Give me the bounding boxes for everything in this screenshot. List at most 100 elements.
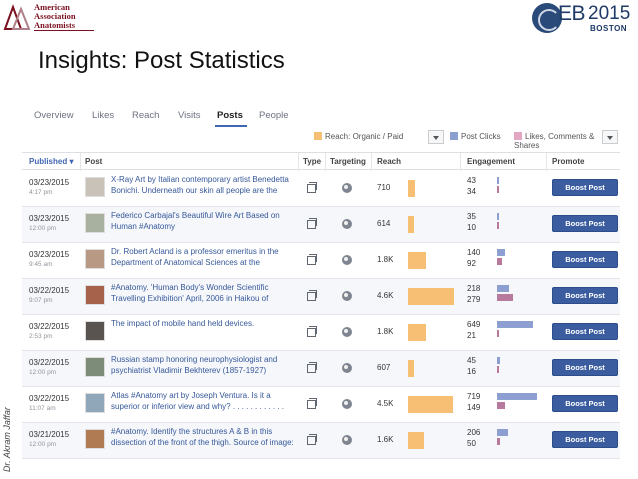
- post-time: 12:00 pm: [29, 225, 57, 232]
- photo-type-icon: [307, 362, 317, 373]
- post-link[interactable]: Russian stamp honoring neurophysiologist…: [111, 355, 278, 375]
- reach-bar: [408, 288, 454, 305]
- boost-post-button[interactable]: Boost Post: [552, 287, 618, 304]
- table-row[interactable]: 03/23/2015 9:45 am Dr. Robert Acland is …: [22, 243, 620, 279]
- column-published-label: Published: [29, 157, 68, 166]
- column-published[interactable]: Published ▾: [29, 157, 73, 166]
- eb-logo-name: EB: [558, 2, 586, 25]
- post-clicks-value: 649: [467, 320, 481, 329]
- reach-value: 1.6K: [377, 435, 394, 444]
- tab-overview[interactable]: Overview: [34, 110, 74, 121]
- post-link[interactable]: X-Ray Art by Italian contemporary artist…: [111, 175, 289, 195]
- boost-post-button[interactable]: Boost Post: [552, 323, 618, 340]
- post-link[interactable]: Atlas #Anatomy art by Joseph Ventura. Is…: [111, 391, 284, 411]
- metrics-legend: Reach: Organic / Paid Post Clicks Likes,…: [310, 130, 620, 150]
- post-clicks-value: 206: [467, 428, 481, 437]
- post-date: 03/23/2015: [29, 250, 70, 259]
- boost-post-button[interactable]: Boost Post: [552, 431, 618, 448]
- column-engagement: Engagement: [467, 157, 516, 166]
- public-globe-icon: [342, 291, 352, 301]
- likes-comments-shares-bar: [497, 402, 505, 409]
- boost-post-button[interactable]: Boost Post: [552, 179, 618, 196]
- post-link[interactable]: #Anatomy. Identify the structures A & B …: [111, 427, 294, 447]
- tab-visits[interactable]: Visits: [178, 110, 201, 121]
- post-clicks-bar: [497, 321, 533, 328]
- legend-clicks-label: Post Clicks: [461, 132, 501, 141]
- column-promote: Promote: [552, 157, 585, 166]
- likes-comments-shares-value: 10: [467, 223, 476, 232]
- boost-post-button[interactable]: Boost Post: [552, 251, 618, 268]
- post-thumbnail[interactable]: [85, 321, 105, 341]
- author-credit: Dr. Akram Jaffar: [2, 407, 12, 472]
- post-link[interactable]: #Anatomy. 'Human Body's Wonder Scientifi…: [111, 283, 269, 303]
- photo-type-icon: [307, 290, 317, 301]
- post-link[interactable]: Federico Carbajal's Beautiful Wire Art B…: [111, 211, 280, 231]
- likes-comments-shares-bar: [497, 438, 500, 445]
- reach-bar: [408, 432, 424, 449]
- likes-comments-shares-bar: [497, 330, 499, 337]
- legend-reach-label: Reach: Organic / Paid: [325, 132, 404, 141]
- post-thumbnail[interactable]: [85, 177, 105, 197]
- reach-value: 1.8K: [377, 327, 394, 336]
- tab-reach[interactable]: Reach: [132, 110, 160, 121]
- column-divider: [371, 153, 372, 171]
- reach-value: 4.5K: [377, 399, 394, 408]
- engagement-metric-dropdown[interactable]: [602, 130, 618, 144]
- post-clicks-bar: [497, 213, 499, 220]
- post-date: 03/22/2015: [29, 358, 70, 367]
- aaa-logo-icon: [3, 4, 31, 30]
- post-time: 12:00 pm: [29, 441, 57, 448]
- likes-comments-shares-bar: [497, 294, 513, 301]
- post-thumbnail[interactable]: [85, 249, 105, 269]
- post-time: 2:53 pm: [29, 333, 53, 340]
- tab-people[interactable]: People: [259, 110, 289, 121]
- eb-2015-logo: EB 2015 BOSTON: [532, 2, 632, 34]
- column-divider: [325, 153, 326, 171]
- insights-tabs: Overview Likes Reach Visits Posts People: [22, 104, 312, 128]
- post-link[interactable]: Dr. Robert Acland is a professor emeritu…: [111, 247, 279, 267]
- boost-post-button[interactable]: Boost Post: [552, 395, 618, 412]
- public-globe-icon: [342, 219, 352, 229]
- post-thumbnail[interactable]: [85, 429, 105, 449]
- reach-value: 1.8K: [377, 255, 394, 264]
- post-thumbnail[interactable]: [85, 213, 105, 233]
- legend-reach-swatch: [314, 132, 322, 140]
- post-thumbnail[interactable]: [85, 285, 105, 305]
- table-header: Published ▾ Post Type Targeting Reach En…: [22, 152, 620, 171]
- reach-value: 607: [377, 363, 391, 372]
- reach-metric-dropdown[interactable]: [428, 130, 444, 144]
- tab-posts[interactable]: Posts: [217, 110, 243, 121]
- table-row[interactable]: 03/23/2015 12:00 pm Federico Carbajal's …: [22, 207, 620, 243]
- public-globe-icon: [342, 363, 352, 373]
- post-time: 12:00 pm: [29, 369, 57, 376]
- column-divider: [298, 153, 299, 171]
- eb-logo-city: BOSTON: [590, 24, 628, 33]
- table-row[interactable]: 03/22/2015 9:07 pm #Anatomy. 'Human Body…: [22, 279, 620, 315]
- post-clicks-value: 43: [467, 176, 476, 185]
- post-link[interactable]: The impact of mobile hand held devices.: [111, 319, 255, 328]
- boost-post-button[interactable]: Boost Post: [552, 215, 618, 232]
- post-clicks-bar: [497, 285, 509, 292]
- legend-reach: Reach: Organic / Paid: [314, 132, 403, 141]
- photo-type-icon: [307, 218, 317, 229]
- post-clicks-bar: [497, 177, 499, 184]
- table-row[interactable]: 03/22/2015 11:07 am Atlas #Anatomy art b…: [22, 387, 620, 423]
- table-row[interactable]: 03/22/2015 2:53 pm The impact of mobile …: [22, 315, 620, 351]
- table-row[interactable]: 03/22/2015 12:00 pm Russian stamp honori…: [22, 351, 620, 387]
- reach-bar: [408, 180, 415, 197]
- column-post: Post: [85, 157, 103, 166]
- likes-comments-shares-bar: [497, 222, 499, 229]
- table-row[interactable]: 03/21/2015 12:00 pm #Anatomy. Identify t…: [22, 423, 620, 459]
- post-thumbnail[interactable]: [85, 393, 105, 413]
- reach-bar: [408, 360, 414, 377]
- column-targeting: Targeting: [330, 157, 366, 166]
- boost-post-button[interactable]: Boost Post: [552, 359, 618, 376]
- post-thumbnail[interactable]: [85, 357, 105, 377]
- post-time: 11:07 am: [29, 405, 56, 412]
- table-row[interactable]: 03/23/2015 4:17 pm X-Ray Art by Italian …: [22, 171, 620, 207]
- reach-value: 614: [377, 219, 391, 228]
- reach-value: 710: [377, 183, 391, 192]
- likes-comments-shares-value: 50: [467, 439, 476, 448]
- tab-likes[interactable]: Likes: [92, 110, 115, 121]
- likes-comments-shares-value: 16: [467, 367, 476, 376]
